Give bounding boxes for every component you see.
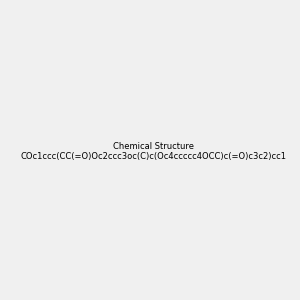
- Text: Chemical Structure
COc1ccc(CC(=O)Oc2ccc3oc(C)c(Oc4ccccc4OCC)c(=O)c3c2)cc1: Chemical Structure COc1ccc(CC(=O)Oc2ccc3…: [21, 142, 287, 161]
